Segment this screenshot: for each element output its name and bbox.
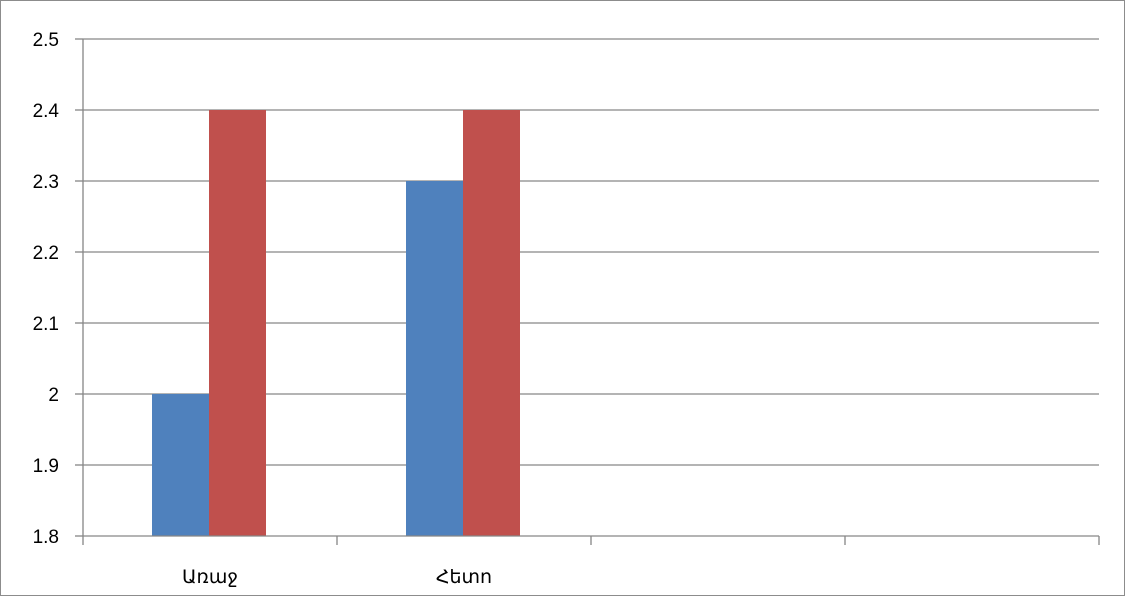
x-tick-label: Հետո bbox=[436, 567, 492, 588]
y-tick-label: 1.9 bbox=[33, 456, 59, 477]
bar-2-series-1 bbox=[406, 181, 463, 536]
bars bbox=[152, 110, 520, 536]
y-tick-label: 1.8 bbox=[33, 527, 59, 548]
y-tick-label: 2 bbox=[48, 385, 59, 406]
bar-2-series-2 bbox=[463, 110, 520, 536]
y-tick-label: 2.4 bbox=[33, 101, 60, 122]
tick-labels: 1.8 1.9 2 2.1 2.2 2.3 2.4 2.5 Առաջ Հետո bbox=[33, 30, 493, 588]
axes bbox=[75, 38, 1100, 545]
y-tick-label: 2.5 bbox=[33, 30, 59, 51]
bar-1-series-1 bbox=[152, 394, 209, 536]
y-tick-label: 2.2 bbox=[33, 243, 59, 264]
y-tick-label: 2.3 bbox=[33, 172, 59, 193]
x-tick-label: Առաջ bbox=[182, 567, 238, 588]
bar-1-series-2 bbox=[209, 110, 266, 536]
y-tick-label: 2.1 bbox=[33, 314, 59, 335]
